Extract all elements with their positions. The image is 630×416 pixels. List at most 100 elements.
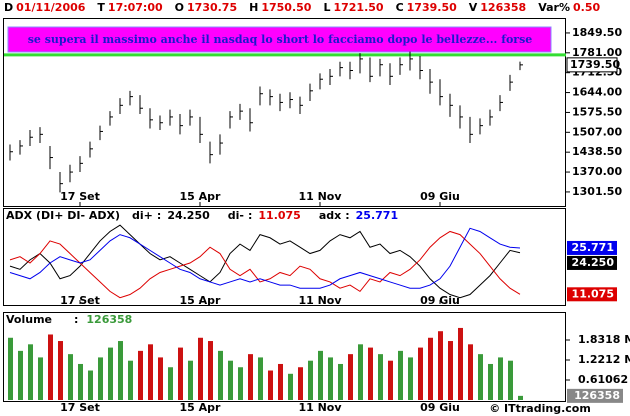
volume-bar <box>298 367 303 400</box>
title: ADX (DI+ DI- ADX) <box>6 209 120 222</box>
volume-bar <box>408 357 413 400</box>
legend-value: 25.771 <box>356 209 398 222</box>
header-key: C <box>396 1 404 14</box>
y-tick-label: 1644.00 <box>572 86 622 99</box>
x-tick-label: 09 Giu <box>420 190 460 203</box>
volume-bar <box>328 357 333 400</box>
volume-bar <box>288 373 293 400</box>
legend-sep: : <box>248 209 252 222</box>
volume-bar <box>218 350 223 400</box>
volume-bar <box>258 357 263 400</box>
title: Volume <box>6 313 52 326</box>
legend-value: 24.250 <box>167 209 210 222</box>
volume-bar <box>268 370 273 400</box>
volume-bar <box>348 354 353 400</box>
volume-bar <box>438 331 443 400</box>
volume-bar <box>28 344 33 400</box>
volume-bar <box>18 350 23 400</box>
volume-bar <box>478 354 483 400</box>
last-value: 24.250 <box>572 256 615 269</box>
y-tick-label: 1.8318 M <box>578 333 630 346</box>
last-price: 1739.50 <box>570 58 620 71</box>
volume-bar <box>248 354 253 400</box>
legend-value: 126358 <box>86 313 132 326</box>
legend-sep: : <box>345 209 349 222</box>
volume-bar <box>398 350 403 400</box>
annotation-box <box>7 26 552 53</box>
y-tick-label: 1438.50 <box>572 145 622 158</box>
volume-bar <box>428 337 433 400</box>
volume-bar <box>228 360 233 400</box>
header-key: V <box>469 1 478 14</box>
last-value-box <box>567 240 617 255</box>
volume-bar <box>358 344 363 400</box>
volume-bar <box>88 370 93 400</box>
header: D 01/11/2006 T 17:07:00 O 1730.75 H 1750.50 L 172… <box>4 1 600 14</box>
header-key: H <box>249 1 258 14</box>
x-tick-label: 09 Giu <box>420 401 460 414</box>
legend-sep: : <box>157 209 161 222</box>
volume-bar <box>458 327 463 400</box>
volume-bar <box>118 341 123 400</box>
x-tick-label: 11 Nov <box>298 190 342 203</box>
annotation: se supera il massimo anche il nasdaq lo … <box>28 33 533 46</box>
panel-title: Volume:126358 <box>6 313 132 326</box>
volume-bar <box>498 357 503 400</box>
volume-bar <box>8 337 13 400</box>
x-tick-label: 17 Set <box>60 190 100 203</box>
y-tick-label: 0.61062 M <box>578 373 630 386</box>
x-tick-label: 09 Giu <box>420 294 460 307</box>
volume-bar <box>168 367 173 400</box>
last-value: 25.771 <box>572 241 614 254</box>
x-tick-label: 15 Apr <box>180 190 222 203</box>
legend-name: di+ <box>132 209 153 222</box>
volume-bar <box>318 350 323 400</box>
x-tick-label: 11 Nov <box>298 401 342 414</box>
volume-bar <box>38 357 43 400</box>
header-value: 1730.75 <box>187 1 237 14</box>
volume-bar <box>128 360 133 400</box>
adx-frame <box>3 208 566 306</box>
x-tick-label: 11 Nov <box>298 294 342 307</box>
legend-sep: : <box>74 313 78 326</box>
volume-bar <box>148 344 153 400</box>
di-line <box>9 224 521 299</box>
last-volume: 126358 <box>574 389 620 402</box>
header-value: 17:07:00 <box>108 1 163 14</box>
header-key: D <box>4 1 13 14</box>
volume-frame <box>3 312 566 402</box>
volume-bar <box>198 337 203 400</box>
volume-bar <box>278 363 283 400</box>
volume-bar <box>238 367 243 400</box>
y-tick-label: 1301.50 <box>572 185 622 198</box>
last-volume-box <box>567 388 623 403</box>
header-value: 1750.50 <box>261 1 311 14</box>
header-value: 1721.50 <box>333 1 383 14</box>
legend-name: di- <box>228 209 244 222</box>
last-value-box <box>567 255 617 270</box>
volume-bar <box>468 344 473 400</box>
header-key: Var% <box>538 1 570 14</box>
volume-bar <box>208 341 213 400</box>
panel-title: ADX (DI+ DI- ADX) di+:24.250 di-:11.075 adx… <box>6 209 398 222</box>
volume-bar <box>418 347 423 400</box>
last-price-box <box>566 57 618 73</box>
x-tick-label: 15 Apr <box>180 401 222 414</box>
volume-bar <box>58 341 63 400</box>
last-value-box <box>567 287 617 302</box>
volume-bar <box>108 347 113 400</box>
volume-bar <box>188 360 193 400</box>
header-value: 1739.50 <box>407 1 457 14</box>
y-tick-label: 1507.00 <box>572 125 622 138</box>
volume-bar <box>48 334 53 400</box>
volume-bar <box>448 341 453 400</box>
volume-bar <box>138 350 143 400</box>
volume-bar <box>178 347 183 400</box>
volume-bar <box>388 360 393 400</box>
header-key: L <box>323 1 330 14</box>
y-tick-label: 1370.00 <box>572 165 622 178</box>
volume-bar <box>78 363 83 400</box>
legend-name: adx <box>319 209 341 222</box>
header-value: 01/11/2006 <box>16 1 86 14</box>
y-tick-label: 1.2212 M <box>578 353 630 366</box>
